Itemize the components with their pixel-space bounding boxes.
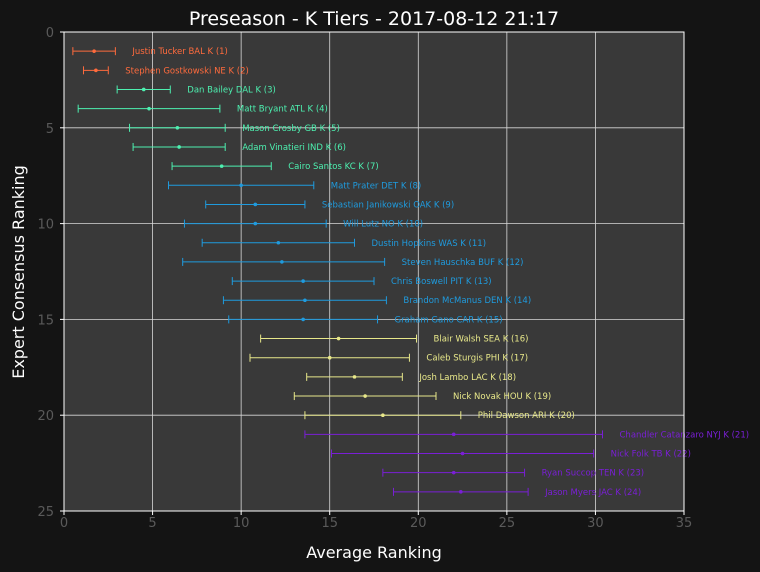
player-label: Brandon McManus DEN K (14) bbox=[403, 296, 531, 306]
avg-marker bbox=[92, 49, 96, 53]
player-point: Cairo Santos KC K (7) bbox=[171, 162, 379, 172]
player-label: Blair Walsh SEA K (16) bbox=[434, 335, 529, 345]
player-label: Stephen Gostkowski NE K (2) bbox=[125, 66, 249, 76]
player-label: Nick Novak HOU K (19) bbox=[453, 392, 551, 402]
player-point: Mason Crosby GB K (5) bbox=[129, 123, 340, 134]
player-point: Nick Folk TB K (22) bbox=[330, 449, 691, 460]
y-tick-label: 5 bbox=[46, 122, 54, 137]
player-label: Adam Vinatieri IND K (6) bbox=[242, 143, 346, 153]
plot-frame bbox=[63, 31, 685, 512]
player-label: Ryan Succop TEN K (23) bbox=[542, 469, 645, 479]
avg-marker bbox=[147, 106, 151, 111]
avg-marker bbox=[276, 240, 281, 245]
y-tick-label: 0 bbox=[46, 26, 54, 41]
avg-marker bbox=[239, 183, 243, 188]
y-axis-label: Expert Consensus Ranking bbox=[9, 165, 28, 379]
y-tick-label: 20 bbox=[37, 409, 54, 424]
x-tick-label: 25 bbox=[499, 516, 516, 531]
y-tick-label: 15 bbox=[37, 313, 54, 328]
player-point: Nick Novak HOU K (19) bbox=[293, 392, 551, 402]
player-label: Caleb Sturgis PHI K (17) bbox=[426, 354, 528, 364]
player-label: Dustin Hopkins WAS K (11) bbox=[372, 239, 487, 249]
player-point: Josh Lambo LAC K (18) bbox=[306, 372, 516, 383]
player-point: Blair Walsh SEA K (16) bbox=[260, 334, 529, 345]
avg-marker bbox=[253, 221, 258, 226]
y-tick-label: 25 bbox=[37, 505, 54, 520]
avg-marker bbox=[94, 68, 98, 73]
player-label: Chris Boswell PIT K (13) bbox=[391, 277, 492, 287]
player-label: Phil Dawson ARI K (20) bbox=[478, 411, 575, 421]
player-point: Ryan Succop TEN K (23) bbox=[382, 468, 645, 479]
player-label: Dan Bailey DAL K (3) bbox=[187, 85, 276, 95]
player-point: Will Lutz NO K (10) bbox=[183, 219, 423, 230]
x-tick-label: 5 bbox=[148, 516, 156, 531]
player-label: Steven Hauschka BUF K (12) bbox=[402, 258, 524, 268]
player-point: Graham Gano CAR K (15) bbox=[228, 315, 503, 325]
player-point: Jason Myers JAC K (24) bbox=[392, 487, 641, 498]
avg-marker bbox=[336, 336, 341, 341]
player-point: Dan Bailey DAL K (3) bbox=[116, 85, 276, 95]
player-point: Caleb Sturgis PHI K (17) bbox=[249, 353, 528, 364]
player-point: Justin Tucker BAL K (1) bbox=[72, 47, 228, 57]
player-label: Jason Myers JAC K (24) bbox=[544, 488, 641, 498]
player-point: Matt Bryant ATL K (4) bbox=[77, 104, 328, 115]
avg-marker bbox=[301, 317, 305, 322]
avg-marker bbox=[303, 298, 307, 303]
player-label: Cairo Santos KC K (7) bbox=[288, 162, 378, 172]
y-tick-label: 10 bbox=[37, 218, 54, 233]
avg-marker bbox=[301, 279, 305, 283]
plot-area bbox=[64, 32, 684, 511]
player-point: Phil Dawson ARI K (20) bbox=[304, 411, 575, 421]
avg-marker bbox=[141, 87, 146, 92]
avg-marker bbox=[175, 126, 180, 130]
player-point: Chris Boswell PIT K (13) bbox=[231, 277, 492, 287]
player-point: Steven Hauschka BUF K (12) bbox=[182, 257, 524, 268]
x-tick-label: 20 bbox=[410, 516, 427, 531]
player-point: Stephen Gostkowski NE K (2) bbox=[82, 66, 249, 76]
avg-marker bbox=[352, 375, 357, 379]
player-label: Nick Folk TB K (22) bbox=[611, 450, 691, 460]
avg-marker bbox=[451, 432, 456, 437]
player-label: Will Lutz NO K (10) bbox=[343, 220, 423, 230]
axis-ticks: 0 5 10 15 20 25 30 35 0 5 10 15 20 25 bbox=[37, 26, 692, 531]
avg-marker bbox=[451, 470, 456, 475]
player-label: Justin Tucker BAL K (1) bbox=[131, 47, 228, 57]
player-label: Graham Gano CAR K (15) bbox=[395, 315, 503, 325]
avg-marker bbox=[219, 164, 224, 168]
avg-marker bbox=[381, 413, 385, 418]
player-label: Matt Bryant ATL K (4) bbox=[237, 105, 328, 115]
player-point: Brandon McManus DEN K (14) bbox=[222, 296, 531, 306]
chart-title: Preseason - K Tiers - 2017-08-12 21:17 bbox=[189, 8, 559, 30]
player-label: Mason Crosby GB K (5) bbox=[242, 124, 340, 134]
avg-marker bbox=[253, 202, 258, 207]
player-point: Adam Vinatieri IND K (6) bbox=[132, 142, 346, 153]
player-point: Dustin Hopkins WAS K (11) bbox=[201, 238, 487, 249]
player-point: Matt Prater DET K (8) bbox=[168, 181, 421, 191]
x-tick-label: 10 bbox=[233, 516, 250, 531]
avg-marker bbox=[327, 355, 332, 360]
avg-marker bbox=[459, 490, 463, 494]
avg-marker bbox=[363, 394, 367, 398]
avg-marker bbox=[460, 451, 465, 456]
player-label: Sebastian Janikowski OAK K (9) bbox=[322, 200, 454, 210]
avg-marker bbox=[280, 260, 284, 264]
x-tick-label: 35 bbox=[676, 516, 693, 531]
x-axis-label: Average Ranking bbox=[306, 543, 442, 562]
player-label: Matt Prater DET K (8) bbox=[331, 181, 421, 191]
player-label: Josh Lambo LAC K (18) bbox=[418, 373, 516, 383]
player-point: Sebastian Janikowski OAK K (9) bbox=[205, 200, 454, 210]
x-tick-label: 15 bbox=[321, 516, 338, 531]
avg-marker bbox=[177, 145, 181, 149]
x-tick-label: 30 bbox=[587, 516, 604, 531]
x-tick-label: 0 bbox=[60, 516, 68, 531]
